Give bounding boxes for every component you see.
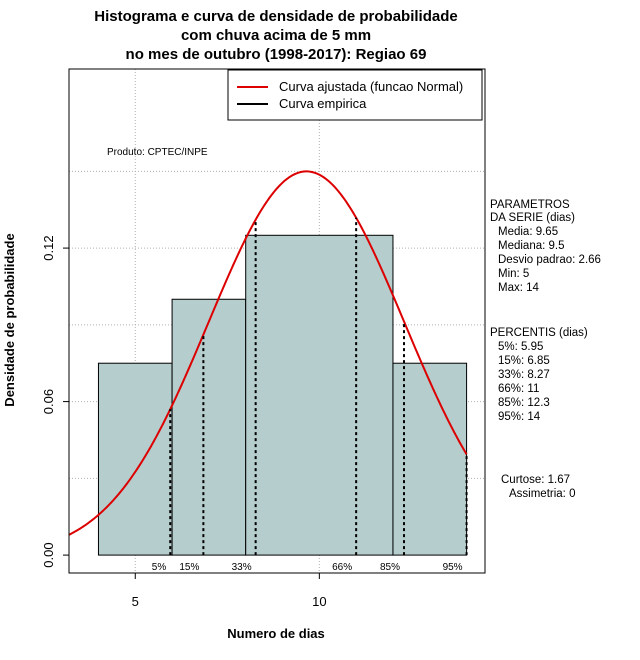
percentis-title: PERCENTIS (dias) [490, 327, 588, 339]
param-desvio: Desvio padrao: 2.66 [498, 254, 601, 266]
histogram-bar-1 [97, 362, 173, 556]
curtose-label: Curtose: 1.67 [501, 474, 570, 486]
percentil-66: 66%: 11 [498, 383, 539, 395]
param-min: Min: 5 [498, 268, 529, 280]
normal-curve [68, 170, 468, 536]
assimetria-label: Assimetria: 0 [509, 488, 575, 500]
param-max: Max: 14 [498, 282, 540, 294]
chart-title-line-1: Histograma e curva de densidade de proba… [94, 8, 457, 25]
legend-box [227, 69, 483, 121]
y-axis: 0.00 0.06 0.12 [41, 235, 69, 568]
product-label: Produto: CPTEC/INPE [107, 147, 208, 158]
param-media: Media: 9.65 [498, 226, 558, 238]
plot-frame [68, 68, 486, 574]
chart-title-line-3: no mes de outubro (1998-2017): Regiao 69 [126, 46, 427, 63]
percentile-label-33: 33% [232, 562, 252, 573]
histogram-bar-3 [245, 234, 394, 556]
legend: Curva ajustada (funcao Normal) Curva emp… [227, 69, 483, 121]
percentile-label-85: 85% [380, 562, 400, 573]
percentile-labels: 5% 15% 33% 66% 85% 95% [152, 562, 463, 573]
legend-empirical-label: Curva empirica [279, 96, 367, 111]
histogram-bars [97, 234, 468, 556]
percentile-label-5: 5% [152, 562, 167, 573]
percentil-95: 95%: 14 [498, 411, 541, 423]
y-tick-label: 0.06 [41, 389, 56, 414]
histogram-bar-4 [392, 362, 468, 556]
param-mediana: Mediana: 9.5 [498, 240, 565, 252]
percentil-15: 15%: 6.85 [498, 355, 550, 367]
y-tick-label: 0.12 [41, 235, 56, 260]
chart-title: Histograma e curva de densidade de proba… [94, 8, 457, 63]
params-title-2: DA SERIE (dias) [490, 212, 575, 224]
side-panel: PARAMETROS DA SERIE (dias) Media: 9.65 M… [490, 199, 601, 500]
percentil-33: 33%: 8.27 [498, 369, 550, 381]
percentil-5: 5%: 5.95 [498, 341, 543, 353]
normal-curve-line [68, 170, 468, 536]
percentile-label-15: 15% [179, 562, 199, 573]
legend-normal-label: Curva ajustada (funcao Normal) [279, 79, 463, 94]
y-tick-label: 0.00 [41, 542, 56, 567]
chart-title-line-2: com chuva acima de 5 mm [181, 27, 371, 44]
histogram-bar-2 [171, 298, 247, 556]
x-axis: 5 10 [132, 573, 327, 609]
percentile-lines [169, 217, 468, 556]
x-axis-title: Numero de dias [227, 626, 325, 641]
y-axis-title: Densidade de probabilidade [2, 233, 17, 406]
x-tick-label: 10 [312, 594, 326, 609]
params-title-1: PARAMETROS [490, 199, 570, 211]
percentile-label-95: 95% [443, 562, 463, 573]
x-tick-label: 5 [132, 594, 139, 609]
percentil-85: 85%: 12.3 [498, 397, 550, 409]
percentile-label-66: 66% [332, 562, 352, 573]
